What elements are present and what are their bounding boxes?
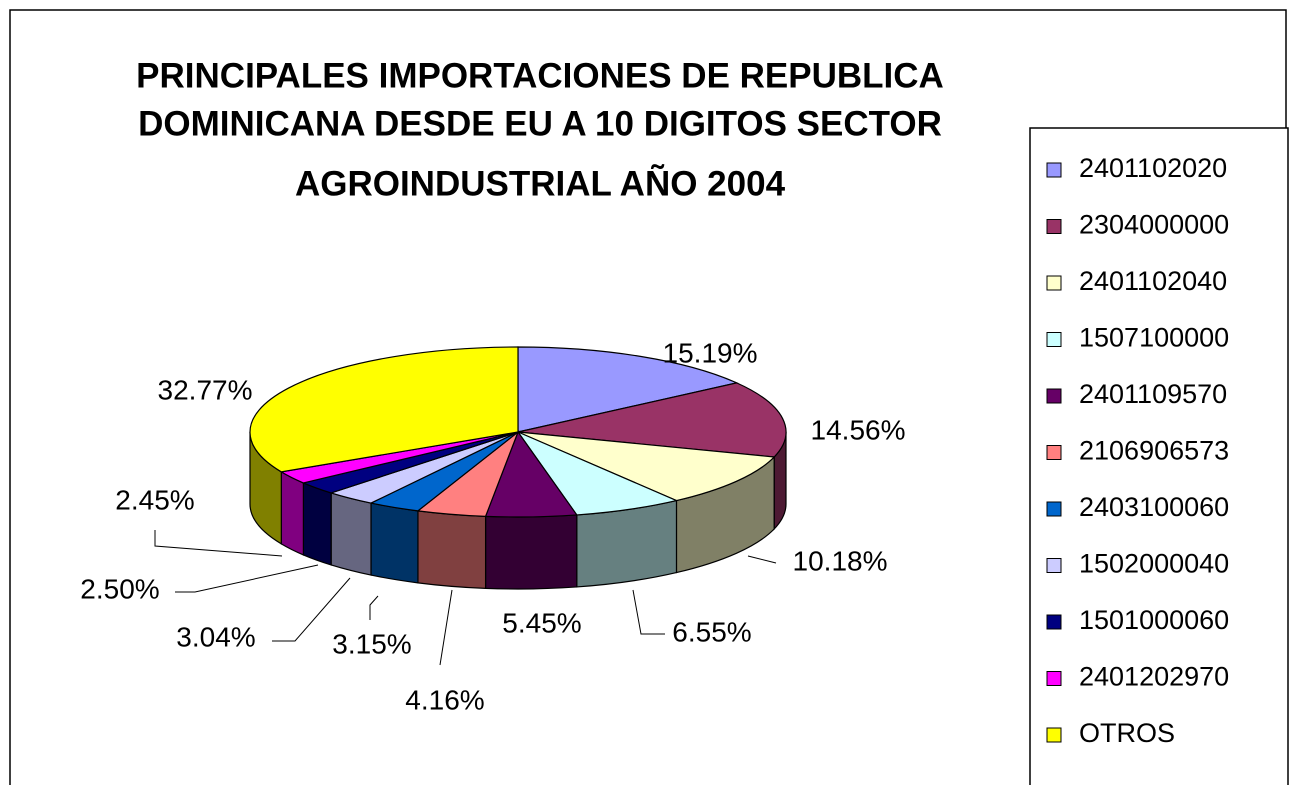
legend-swatch xyxy=(1046,727,1062,743)
data-label: 2.45% xyxy=(115,484,194,515)
legend-label: 2403100060 xyxy=(1079,492,1229,522)
leader-line xyxy=(154,530,283,557)
slice xyxy=(517,346,739,433)
legend-swatch xyxy=(1046,501,1062,517)
leader-line xyxy=(175,564,319,593)
data-label: 6.55% xyxy=(672,616,751,647)
data-label: 10.18% xyxy=(793,545,888,576)
chart-title: AGROINDUSTRIAL AÑO 2004 xyxy=(295,164,786,203)
leader-line xyxy=(747,555,777,564)
slice-side xyxy=(302,482,332,566)
data-label: 14.56% xyxy=(811,414,906,445)
leader-line xyxy=(369,595,379,620)
legend-label: 1501000060 xyxy=(1079,605,1229,635)
legend-label: 2106906573 xyxy=(1079,436,1229,466)
slice xyxy=(249,346,519,473)
legend-swatch xyxy=(1046,162,1062,178)
chart-title: DOMINICANA DESDE EU A 10 DIGITOS SECTOR xyxy=(138,104,942,143)
data-label: 2.50% xyxy=(80,573,159,604)
legend-swatch xyxy=(1046,558,1062,573)
labels: 15.19% 14.56% 10.18% 6.55% 5.45% 4.16% 3.15% 3.… xyxy=(80,337,905,715)
legend-swatch xyxy=(1046,275,1062,291)
legend-label: 2304000000 xyxy=(1079,210,1229,240)
legend-label: 1507100000 xyxy=(1079,323,1229,353)
legend-swatch xyxy=(1046,445,1062,460)
slice xyxy=(517,431,776,502)
slice-side xyxy=(417,510,487,589)
slice-side xyxy=(280,470,304,556)
legend-swatch xyxy=(1046,332,1062,347)
legend-label: 2401202970 xyxy=(1079,662,1229,692)
legend-label: OTROS xyxy=(1079,718,1175,748)
slice-side xyxy=(484,514,578,590)
legend-label: 1502000040 xyxy=(1079,549,1229,579)
legend-swatch xyxy=(1046,614,1062,630)
slice-side xyxy=(330,492,372,576)
legend-label: 2401102020 xyxy=(1079,153,1227,183)
data-label: 32.77% xyxy=(158,374,253,405)
slice-side xyxy=(370,502,419,584)
data-label: 3.15% xyxy=(332,628,411,659)
legend-label: 2401109570 xyxy=(1079,379,1227,409)
legend-swatch xyxy=(1046,388,1062,404)
leader-line xyxy=(632,589,665,635)
data-label: 5.45% xyxy=(502,607,581,638)
data-label: 15.19% xyxy=(663,337,758,368)
leader-line xyxy=(272,577,351,642)
data-label: 3.04% xyxy=(176,621,255,652)
legend-label: 2401102040 xyxy=(1079,266,1227,296)
legend-swatch xyxy=(1046,671,1062,686)
pie-tops xyxy=(249,346,787,518)
slice xyxy=(516,430,679,516)
leader-line xyxy=(439,589,453,666)
legend-swatch xyxy=(1046,219,1062,234)
legend-box xyxy=(1029,127,1289,785)
data-label: 4.16% xyxy=(405,684,484,715)
chart-title: PRINCIPALES IMPORTACIONES DE REPUBLICA xyxy=(136,56,944,95)
